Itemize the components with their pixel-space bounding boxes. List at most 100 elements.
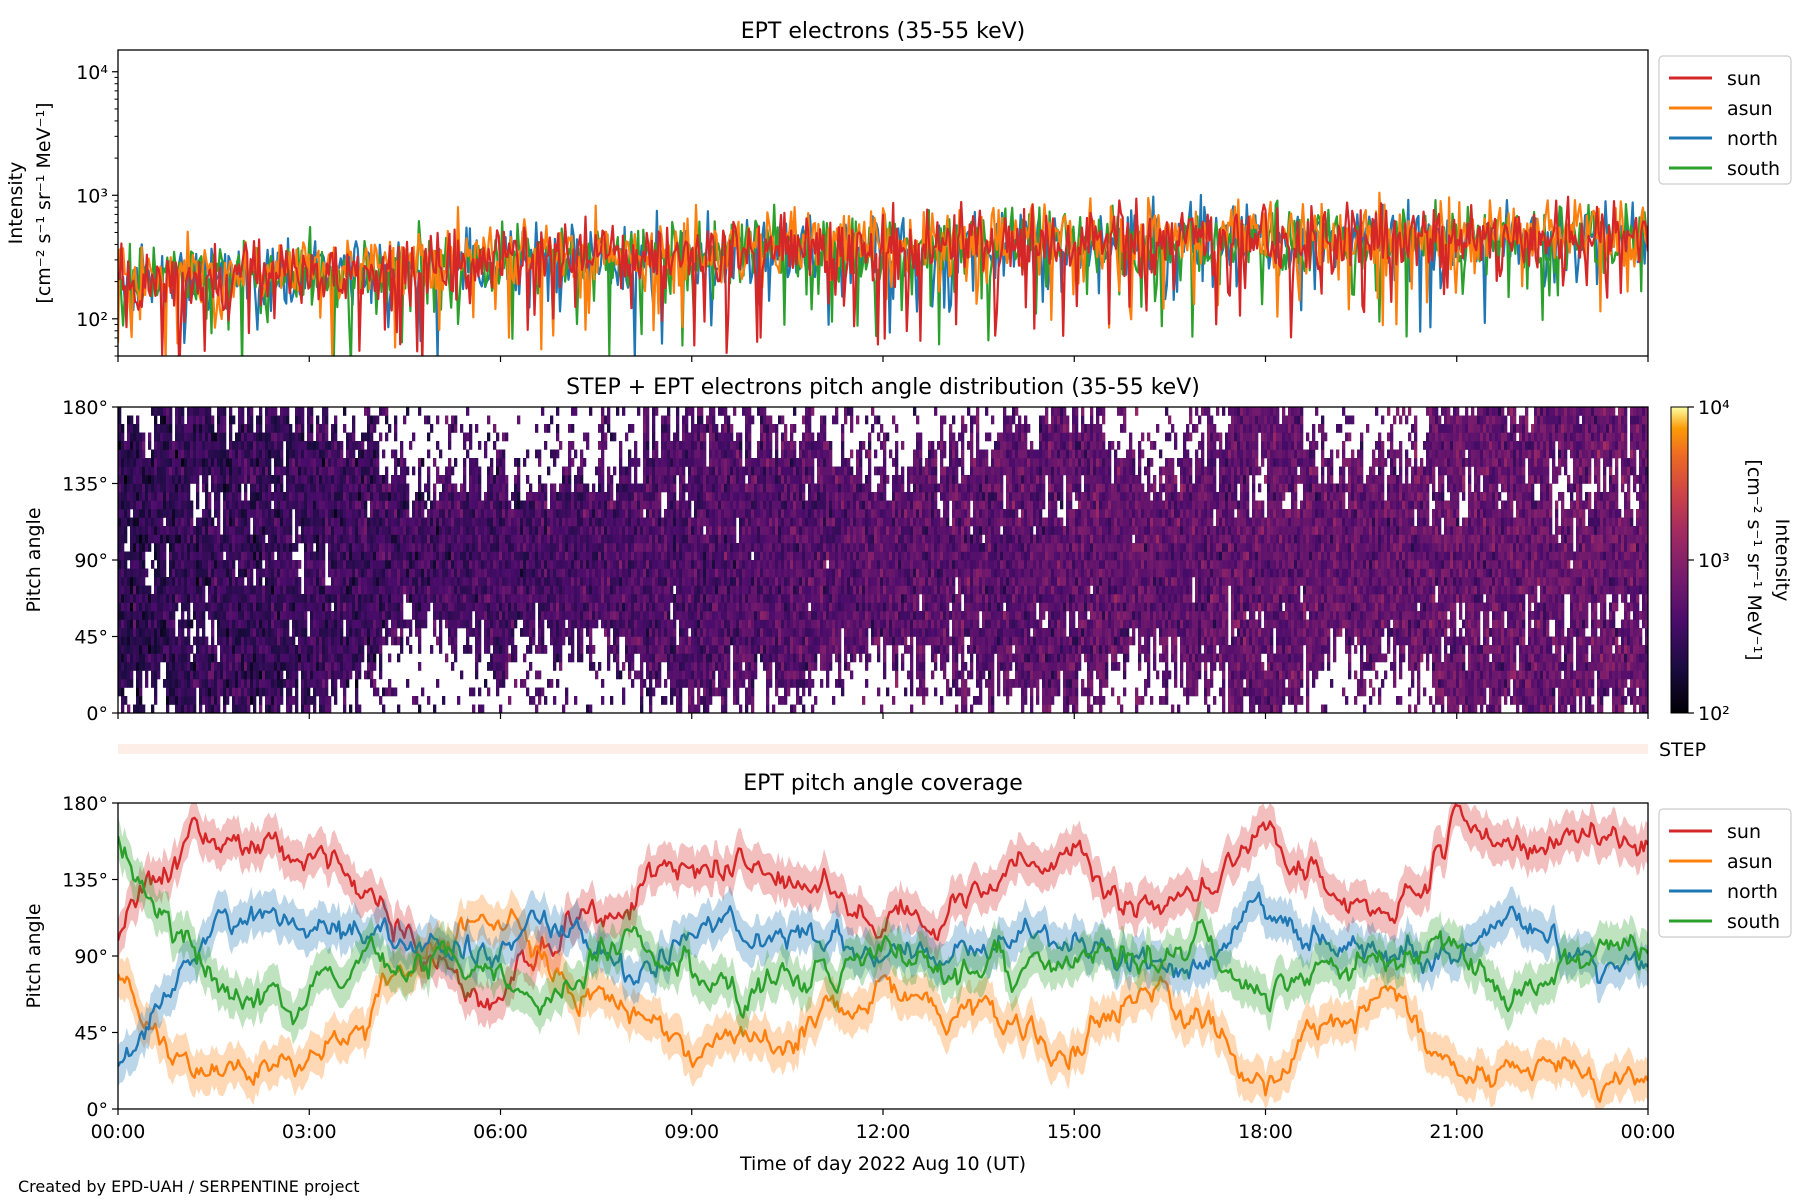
heatmap-cell: [118, 568, 122, 578]
heatmap-cell: [514, 475, 518, 484]
heatmap-cell: [256, 509, 260, 518]
heatmap-cell: [181, 415, 185, 425]
heatmap-cell: [538, 483, 542, 493]
heatmap-cell: [250, 594, 254, 603]
heatmap-cell: [649, 602, 653, 612]
heatmap-cell: [553, 560, 557, 569]
heatmap-cell: [151, 526, 155, 535]
heatmap-cell: [370, 458, 374, 467]
heatmap-cell: [631, 526, 635, 535]
heatmap-cell: [334, 509, 338, 518]
heatmap-cell: [379, 543, 383, 552]
heatmap-cell: [514, 534, 518, 544]
heatmap-cell: [373, 653, 377, 663]
heatmap-cell: [430, 594, 434, 603]
heatmap-cell: [307, 517, 311, 527]
heatmap-cell: [178, 449, 182, 459]
heatmap-cell: [160, 475, 164, 484]
heatmap-cell: [451, 568, 455, 578]
heatmap-cell: [496, 594, 500, 603]
heatmap-cell: [241, 687, 245, 697]
heatmap-cell: [385, 526, 389, 535]
heatmap-cell: [175, 696, 179, 705]
heatmap-cell: [535, 585, 539, 595]
heatmap-cell: [157, 492, 161, 501]
heatmap-cell: [328, 704, 332, 713]
heatmap-cell: [337, 466, 341, 476]
heatmap-cell: [319, 543, 323, 552]
heatmap-cell: [478, 628, 482, 637]
heatmap-cell: [556, 424, 560, 433]
heatmap-cell: [259, 492, 263, 501]
heatmap-cell: [223, 653, 227, 663]
heatmap-cell: [520, 577, 524, 586]
heatmap-cell: [529, 577, 533, 586]
heatmap-cell: [355, 585, 359, 595]
heatmap-cell: [286, 636, 290, 646]
heatmap-cell: [304, 611, 308, 620]
heatmap-cell: [208, 602, 212, 612]
heatmap-cell: [286, 594, 290, 603]
heatmap-cell: [586, 509, 590, 518]
heatmap-cell: [655, 628, 659, 637]
heatmap-cell: [370, 653, 374, 663]
heatmap-cell: [304, 526, 308, 535]
heatmap-cell: [664, 636, 668, 646]
heatmap-cell: [592, 492, 596, 501]
heatmap-cell: [478, 517, 482, 527]
heatmap-cell: [220, 568, 224, 578]
heatmap-cell: [226, 594, 230, 603]
heatmap-cell: [319, 670, 323, 680]
heatmap-cell: [268, 602, 272, 612]
heatmap-cell: [475, 483, 479, 493]
heatmap-cell: [580, 458, 584, 467]
heatmap-cell: [199, 636, 203, 646]
heatmap-cell: [541, 568, 545, 578]
heatmap-cell: [259, 611, 263, 620]
heatmap-cell: [298, 458, 302, 467]
heatmap-cell: [160, 611, 164, 620]
heatmap-cell: [133, 432, 137, 442]
heatmap-cell: [412, 509, 416, 518]
heatmap-cell: [457, 509, 461, 518]
heatmap-cell: [334, 492, 338, 501]
heatmap-cell: [211, 483, 215, 493]
heatmap-cell: [538, 543, 542, 552]
heatmap-cell: [175, 432, 179, 442]
heatmap-cell: [277, 662, 281, 671]
heatmap-cell: [199, 585, 203, 595]
heatmap-cell: [565, 602, 569, 612]
heatmap-cell: [163, 458, 167, 467]
heatmap-cell: [169, 526, 173, 535]
heatmap-cell: [343, 500, 347, 510]
heatmap-cell: [448, 458, 452, 467]
heatmap-cell: [370, 415, 374, 425]
heatmap-cell: [304, 619, 308, 629]
heatmap-cell: [505, 602, 509, 612]
heatmap-cell: [565, 500, 569, 510]
heatmap-cell: [526, 687, 530, 697]
heatmap-cell: [121, 475, 125, 484]
heatmap-cell: [577, 475, 581, 484]
heatmap-cell: [187, 670, 191, 680]
heatmap-cell: [289, 526, 293, 535]
heatmap-cell: [178, 577, 182, 586]
heatmap-cell: [541, 509, 545, 518]
heatmap-cell: [472, 704, 476, 713]
heatmap-cell: [217, 551, 221, 561]
heatmap-cell: [397, 543, 401, 552]
heatmap-cell: [595, 619, 599, 629]
heatmap-cell: [292, 662, 296, 671]
heatmap-cell: [517, 517, 521, 527]
heatmap-cell: [640, 628, 644, 637]
heatmap-cell: [568, 594, 572, 603]
heatmap-cell: [379, 585, 383, 595]
heatmap-cell: [343, 492, 347, 501]
heatmap-cell: [484, 594, 488, 603]
heatmap-cell: [586, 645, 590, 654]
heatmap-cell: [121, 458, 125, 467]
heatmap-cell: [451, 517, 455, 527]
heatmap-cell: [601, 534, 605, 544]
heatmap-cell: [481, 577, 485, 586]
heatmap-cell: [196, 449, 200, 459]
